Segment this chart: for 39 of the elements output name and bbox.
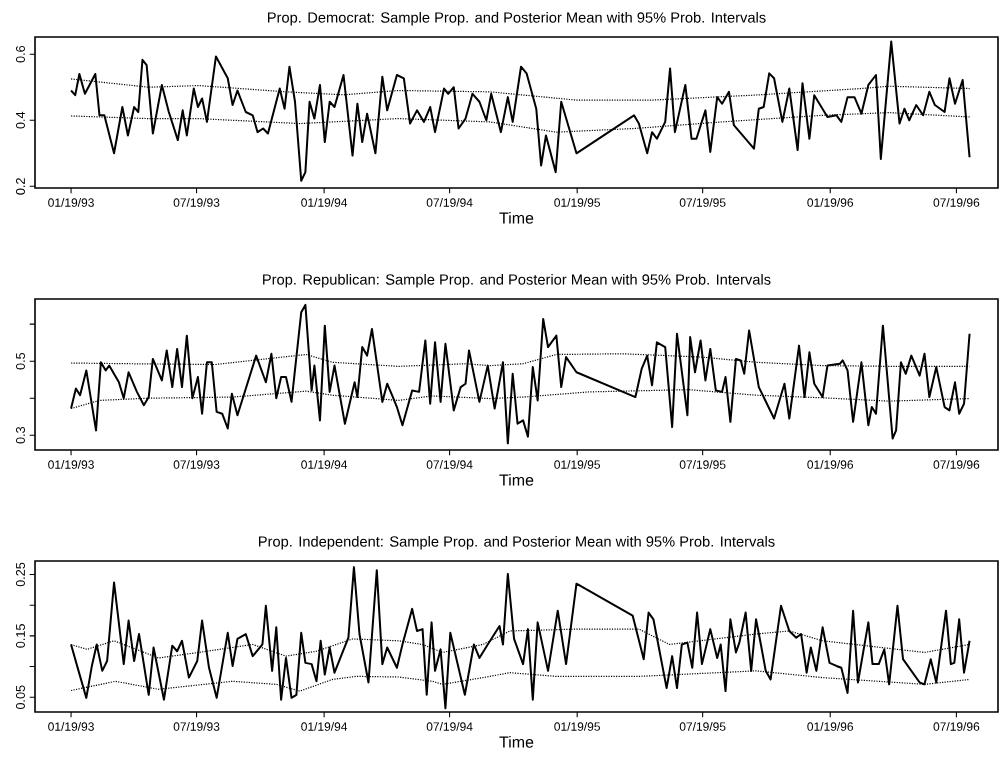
- y-tick-label: 0.2: [15, 178, 25, 195]
- x-tick-label: 01/19/93: [48, 722, 94, 731]
- x-tick-label: 07/19/95: [679, 460, 726, 469]
- x-tick-label: 07/19/95: [679, 198, 726, 207]
- chart-title: Prop. Democrat: Sample Prop. and Posterior Mean with 95% Prob. Intervals: [268, 11, 766, 26]
- x-tick-label: 07/19/96: [933, 460, 980, 469]
- x-tick-label: 01/19/96: [807, 722, 854, 731]
- x-tick-label: 07/19/95: [679, 722, 726, 731]
- x-tick-label: 01/19/95: [554, 460, 601, 469]
- x-tick-label: 01/19/95: [554, 722, 601, 731]
- chart-title: Prop. Republican: Sample Prop. and Posterior Mean with 95% Prob. Intervals: [263, 273, 771, 288]
- x-tick-label: 07/19/93: [173, 198, 220, 207]
- x-tick-label: 07/19/96: [933, 198, 980, 207]
- x-tick-label: 07/19/93: [173, 722, 220, 731]
- x-tick-label: 01/19/94: [301, 722, 348, 731]
- x-tick-label: 07/19/94: [426, 460, 473, 469]
- x-tick-label: 01/19/96: [807, 198, 854, 207]
- x-tick-label: 01/19/94: [301, 198, 348, 207]
- y-tick-label: 0.5: [15, 352, 25, 370]
- x-tick-label: 01/19/93: [48, 198, 94, 207]
- y-tick-label: 0.6: [15, 45, 25, 63]
- line-series: [70, 40, 971, 182]
- y-tick-label: 0.4: [15, 111, 25, 129]
- y-tick-label: 0.05: [15, 685, 25, 710]
- x-axis-title: Time: [499, 736, 534, 748]
- y-tick-label: 0.3: [15, 426, 25, 444]
- x-axis-title: Time: [499, 474, 534, 486]
- x-tick-label: 01/19/93: [48, 460, 94, 469]
- x-tick-label: 07/19/96: [933, 722, 980, 731]
- x-tick-label: 01/19/95: [554, 198, 601, 207]
- chart-title: Prop. Independent: Sample Prop. and Posterior Mean with 95% Prob. Intervals: [259, 535, 775, 550]
- x-tick-label: 01/19/94: [301, 460, 348, 469]
- x-tick-label: 07/19/93: [173, 460, 220, 469]
- x-tick-label: 07/19/94: [426, 198, 473, 207]
- x-tick-label: 07/19/94: [426, 722, 473, 731]
- x-tick-label: 01/19/96: [807, 460, 854, 469]
- x-axis-title: Time: [499, 212, 534, 224]
- y-tick-label: 0.25: [15, 562, 25, 587]
- y-tick-label: 0.15: [15, 624, 25, 648]
